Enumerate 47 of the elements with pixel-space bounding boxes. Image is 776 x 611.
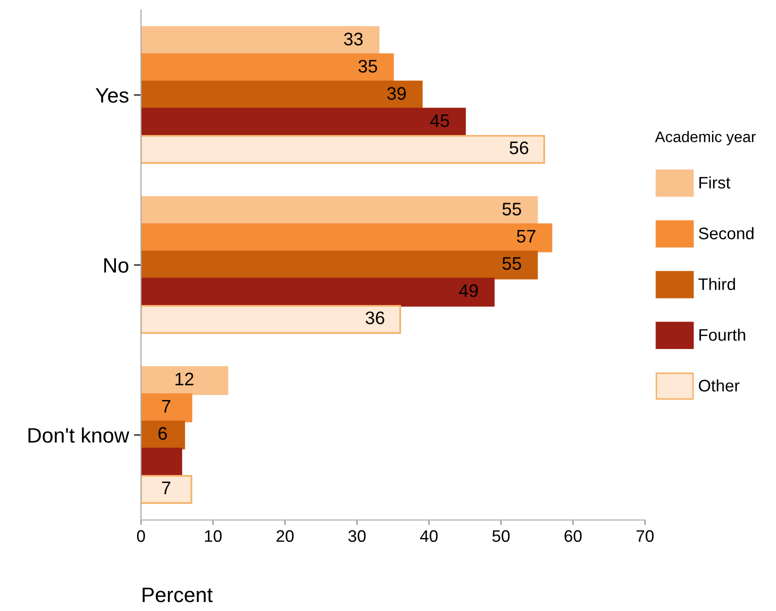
data-label: 7 (162, 400, 170, 412)
legend-label: Fourth (699, 328, 746, 341)
data-label: 33 (344, 32, 363, 46)
data-label: 7 (162, 482, 170, 494)
legend-label: Other (698, 379, 740, 392)
data-label: 35 (358, 60, 378, 73)
bar (141, 108, 466, 137)
bar (141, 53, 394, 82)
data-label: 57 (516, 230, 536, 243)
x-tick-label: 0 (137, 530, 145, 542)
x-tick-label: 20 (276, 530, 294, 542)
bar (141, 26, 380, 56)
x-axis-title: Percent (142, 588, 213, 602)
legend-label: Third (698, 278, 735, 290)
bar (141, 420, 186, 450)
bar (141, 304, 402, 334)
data-label: 36 (366, 311, 384, 324)
bar (141, 474, 192, 504)
bar (141, 250, 538, 280)
data-label: 56 (510, 141, 528, 154)
bar (141, 196, 538, 226)
legend-label: Second (698, 227, 754, 240)
bar (141, 278, 495, 307)
data-label: 55 (502, 202, 522, 216)
data-label: 6 (158, 427, 167, 440)
bar (141, 448, 182, 477)
y-tick-label: Don't know (28, 427, 130, 443)
x-tick-label: 30 (348, 530, 366, 542)
x-tick-label: 70 (636, 530, 654, 542)
x-tick-label: 50 (492, 530, 510, 542)
y-tick-label: No (104, 258, 128, 273)
legend-title: Academic year (654, 131, 756, 146)
bar (141, 80, 423, 110)
bar (141, 223, 552, 252)
data-label: 12 (176, 372, 194, 386)
data-label: 49 (458, 284, 478, 298)
data-label: 39 (387, 87, 406, 100)
y-tick-label: Yes (96, 88, 128, 103)
bar (141, 393, 192, 422)
x-tick-label: 40 (420, 530, 438, 542)
bar (141, 366, 228, 396)
data-label: 45 (430, 114, 450, 128)
x-tick-label: 60 (564, 530, 582, 542)
legend-label: First (699, 176, 730, 189)
data-label: 55 (502, 257, 522, 270)
x-tick-label: 10 (205, 530, 222, 542)
bar (141, 134, 546, 164)
